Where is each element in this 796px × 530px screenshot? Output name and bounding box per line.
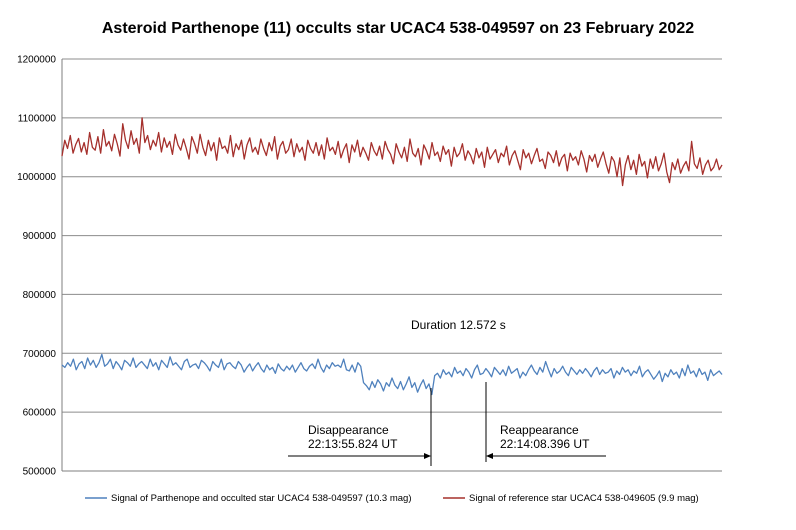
- y-tick-label-1000000: 1000000: [17, 172, 56, 183]
- legend-label-reference: Signal of reference star UCAC4 538-04960…: [469, 493, 699, 504]
- chart-title: Asteroid Parthenope (11) occults star UC…: [101, 20, 695, 37]
- y-tick-label-900000: 900000: [23, 231, 57, 242]
- y-tick-label-1100000: 1100000: [18, 113, 57, 124]
- y-tick-label-600000: 600000: [23, 408, 57, 419]
- y-tick-label-1200000: 1200000: [17, 55, 56, 66]
- legend-label-parthenope: Signal of Parthenope and occulted star U…: [111, 493, 412, 504]
- reappearance-label: Reappearance: [500, 423, 579, 437]
- series-line-parthenope: [61, 353, 723, 396]
- gridlines: [62, 58, 722, 413]
- y-tick-label-800000: 800000: [23, 290, 57, 301]
- legend: Signal of Parthenope and occulted star U…: [85, 493, 699, 504]
- disappearance-arrowhead: [424, 453, 431, 459]
- duration-annotation: Duration 12.572 s: [411, 318, 506, 332]
- series-lines: [61, 117, 723, 396]
- disappearance-label: Disappearance: [308, 423, 389, 437]
- y-tick-label-700000: 700000: [23, 349, 57, 360]
- series-line-reference-star: [61, 117, 723, 187]
- reappearance-time: 22:14:08.396 UT: [500, 437, 590, 451]
- reappearance-arrowhead: [486, 453, 493, 459]
- y-axis-tick-labels: 500000 600000 700000 800000 900000 1000000 110…: [17, 55, 56, 478]
- y-tick-label-500000: 500000: [23, 467, 57, 478]
- disappearance-time: 22:13:55.824 UT: [308, 437, 398, 451]
